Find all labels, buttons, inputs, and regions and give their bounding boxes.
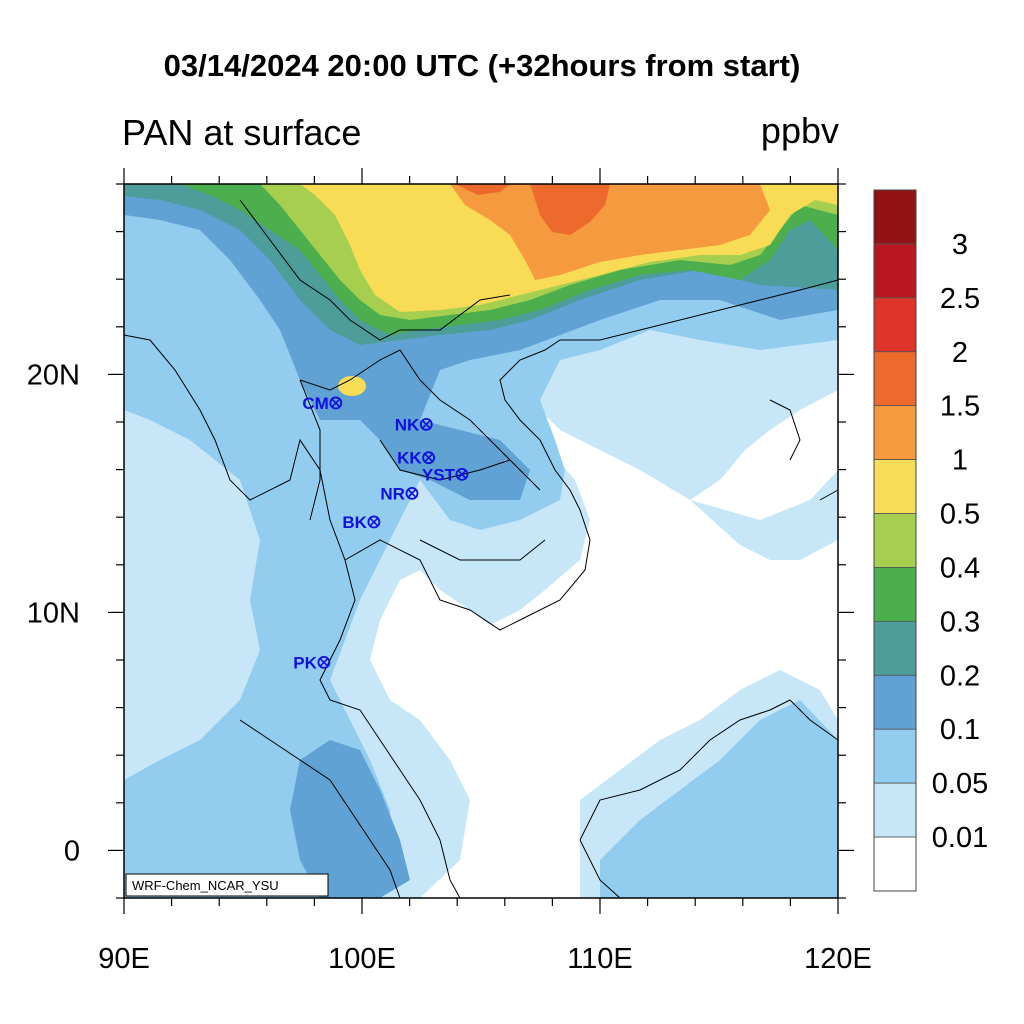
station-cross	[407, 489, 417, 498]
station-marker-icon	[367, 515, 381, 529]
colorbar-swatch	[873, 189, 917, 245]
station-marker-icon	[405, 486, 419, 500]
colorbar-swatch	[873, 405, 917, 461]
station-cross	[421, 420, 431, 429]
station-marker-icon	[329, 396, 343, 410]
station-label: KK	[397, 449, 422, 468]
station-label: CM	[302, 394, 328, 413]
colorbar-label: 0.05	[932, 768, 988, 800]
units-label: ppbv	[760, 110, 839, 151]
station-nk: NK	[395, 415, 433, 434]
station-cross	[319, 658, 329, 667]
colorbar-swatch	[873, 297, 917, 353]
colorbar-swatch	[873, 620, 917, 676]
colorbar-label: 0.1	[940, 714, 980, 746]
colorbar-label: 0.2	[940, 660, 980, 692]
colorbar: 0.01 0.05 0.1 0.2 0.3 0.4 0.5 1 1.5 2 2.5 3	[873, 189, 988, 892]
colorbar-swatch	[873, 728, 917, 784]
field-darkblue-sumatra	[290, 740, 410, 898]
colorbar-label: 0.4	[940, 552, 980, 584]
station-marker-icon	[455, 467, 469, 481]
colorbar-swatch	[873, 351, 917, 407]
lon-tick-label: 100E	[328, 943, 396, 975]
station-label: YST	[422, 465, 456, 484]
lat-tick-label: 10N	[27, 597, 80, 629]
variable-label: PAN at surface	[122, 112, 362, 153]
lat-tick-label: 20N	[27, 359, 80, 391]
field-redorange-small	[455, 184, 510, 195]
station-marker-icon	[317, 655, 331, 669]
colorbar-swatch	[873, 459, 917, 514]
lon-tick-label: 120E	[804, 943, 872, 975]
colorbar-label: 0.01	[932, 822, 988, 854]
colorbar-label: 3	[952, 229, 968, 261]
field-orange	[450, 184, 770, 280]
axis-ticks: 90E 100E 110E 120E 0 10N 20N	[27, 168, 872, 975]
station-pk: PK	[293, 653, 331, 672]
colorbar-swatch	[873, 567, 917, 622]
station-cross	[331, 398, 341, 408]
colorbar-label: 1.5	[940, 391, 980, 423]
colorbar-label: 0.5	[940, 499, 980, 531]
station-label: NR	[380, 484, 405, 503]
colorbar-swatch	[873, 836, 917, 892]
plot-frame	[123, 183, 839, 899]
colorbar-label: 1	[952, 445, 968, 477]
lat-tick-label: 0	[64, 835, 80, 867]
station-cross	[369, 517, 379, 527]
coastlines	[123, 199, 839, 899]
field-blue-borneo	[600, 700, 838, 898]
station-nr: NR	[380, 484, 419, 503]
map-title: 03/14/2024 20:00 UTC (+32hours from star…	[163, 48, 801, 83]
field-yellow-cm	[338, 376, 366, 396]
field-redorange	[530, 184, 610, 235]
station-cross	[457, 469, 467, 479]
station-label: NK	[395, 415, 420, 434]
colorbar-frame	[873, 189, 917, 892]
field-lightblue-plume	[690, 470, 838, 560]
concentration-field	[124, 184, 838, 898]
station-cross	[424, 453, 434, 463]
colorbar-swatch	[873, 674, 917, 730]
colorbar-label: 2.5	[940, 283, 980, 315]
station-bk: BK	[342, 513, 381, 532]
station-kk: KK	[397, 449, 436, 468]
colorbar-label: 0.3	[940, 606, 980, 638]
credit-text: WRF-Chem_NCAR_YSU	[132, 878, 279, 893]
colorbar-swatch	[873, 513, 917, 568]
lon-tick-label: 110E	[567, 943, 633, 975]
credit-box	[125, 873, 329, 897]
station-marker-icon	[419, 417, 433, 431]
station-yst: YST	[422, 465, 469, 484]
colorbar-label: 2	[952, 337, 968, 369]
station-label: BK	[342, 513, 367, 532]
station-cm: CM	[302, 394, 343, 413]
station-label: PK	[293, 653, 317, 672]
colorbar-swatch	[873, 782, 917, 838]
lon-tick-label: 90E	[98, 943, 150, 975]
station-marker-icon	[422, 451, 436, 465]
colorbar-swatch	[873, 243, 917, 299]
